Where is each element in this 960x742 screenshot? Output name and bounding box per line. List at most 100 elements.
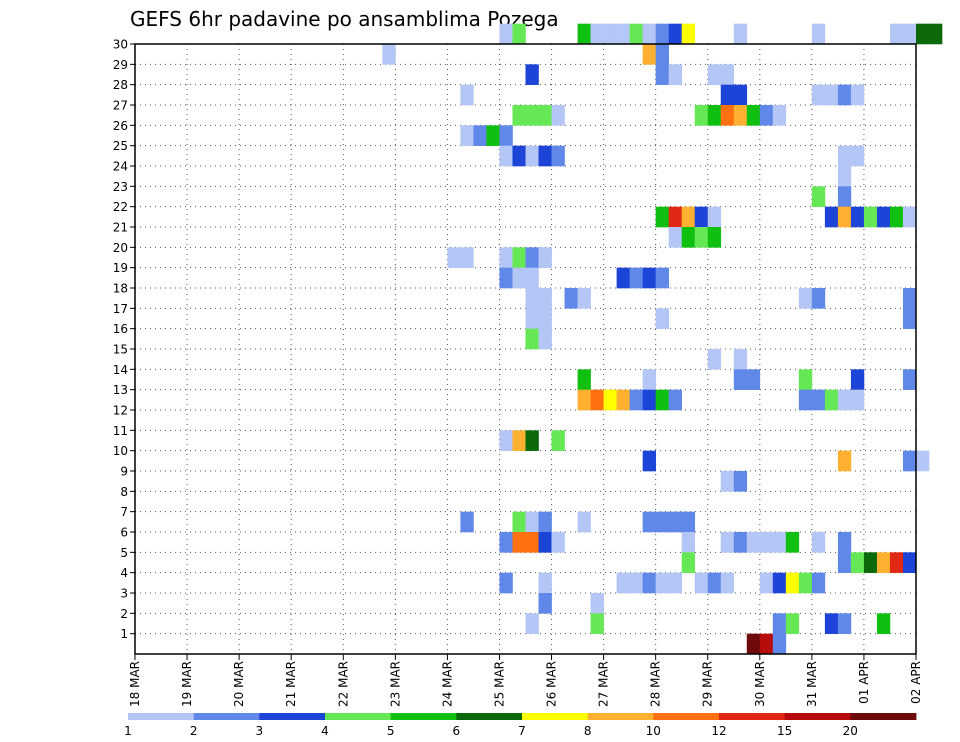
heatmap-cell — [538, 308, 552, 329]
heatmap-cell — [668, 389, 682, 411]
heatmap-cell — [824, 613, 839, 634]
y-tick-label: 29 — [113, 58, 128, 72]
y-tick-label: 19 — [113, 261, 128, 275]
heatmap-cell — [655, 44, 669, 65]
heatmap-cell — [512, 145, 526, 167]
heatmap-cell — [642, 450, 656, 472]
heatmap-cell — [538, 105, 552, 126]
x-tick-label: 20 MAR — [232, 661, 246, 707]
heatmap-cell — [616, 23, 630, 45]
heatmap-cell — [642, 369, 656, 390]
heatmap-cell — [916, 450, 930, 472]
heatmap-cell — [538, 145, 552, 167]
heatmap-cell — [499, 23, 513, 45]
heatmap-cell — [772, 532, 787, 553]
legend-label: 8 — [584, 724, 592, 738]
heatmap-cell — [525, 532, 539, 553]
heatmap-cell — [837, 84, 852, 106]
heatmap-cell — [694, 227, 709, 248]
y-tick-label: 5 — [120, 546, 128, 560]
heatmap-cell — [460, 247, 474, 268]
heatmap-cell — [811, 572, 826, 594]
y-tick-label: 16 — [113, 322, 128, 336]
x-tick-label: 18 MAR — [128, 661, 142, 707]
heatmap-cell — [655, 308, 669, 329]
y-tick-label: 18 — [113, 282, 128, 296]
heatmap-cell — [824, 389, 839, 411]
x-axis: 18 MAR 19 MAR 20 MAR 21 MAR 22 MAR 23 MAR 24 M… — [128, 654, 923, 707]
legend-swatch — [259, 713, 326, 720]
heatmap-cell — [837, 389, 852, 411]
y-tick-label: 26 — [113, 119, 128, 133]
heatmap-cell — [811, 84, 826, 106]
heatmap-cell — [902, 552, 917, 573]
heatmap-cell — [785, 572, 800, 594]
legend-label: 2 — [190, 724, 198, 738]
heatmap-cell — [863, 552, 878, 573]
y-tick-label: 10 — [113, 444, 128, 458]
x-tick-label: 21 MAR — [284, 661, 298, 707]
heatmap-cell — [837, 552, 852, 573]
legend-swatch — [587, 713, 654, 720]
heatmap-cell — [694, 105, 709, 126]
heatmap-cell — [499, 532, 513, 553]
heatmap-cell — [837, 206, 852, 228]
y-tick-label: 15 — [113, 343, 128, 357]
heatmap-cell — [642, 267, 656, 289]
y-tick-label: 17 — [113, 302, 128, 316]
heatmap-cell — [577, 288, 591, 309]
heatmap-cell — [577, 23, 591, 45]
heatmap-cell — [759, 633, 774, 655]
heatmap-cell — [655, 572, 669, 594]
heatmap-cell — [824, 206, 839, 228]
heatmap-cell — [798, 389, 813, 411]
heatmap-cell — [746, 105, 761, 126]
heatmap-cell — [850, 389, 865, 411]
heatmap-cell — [668, 572, 682, 594]
heatmap-cell — [850, 552, 865, 573]
heatmap-cell — [590, 593, 604, 614]
heatmap-cell — [577, 389, 591, 411]
heatmap-cell — [538, 572, 552, 594]
legend-swatch — [456, 713, 523, 720]
heatmap-cell — [655, 389, 669, 411]
heatmap-cell — [655, 64, 669, 85]
heatmap-cell — [733, 471, 748, 492]
y-tick-label: 25 — [113, 139, 128, 153]
x-tick-label: 28 MAR — [649, 661, 663, 707]
heatmap-cell — [460, 125, 474, 146]
heatmap-cell — [525, 105, 539, 126]
heatmap-cell — [538, 247, 552, 268]
heatmap-cell — [512, 532, 526, 553]
heatmap-cell — [772, 633, 787, 655]
heatmap-cell — [655, 206, 669, 228]
legend-label: 15 — [777, 724, 792, 738]
heatmap-cell — [811, 288, 826, 309]
heatmap-cell — [785, 532, 800, 553]
heatmap-cell — [525, 145, 539, 167]
heatmap-cell — [811, 186, 826, 207]
heatmap-cell — [499, 125, 513, 146]
heatmap-cell — [499, 145, 513, 167]
heatmap-cell — [512, 105, 526, 126]
heatmap-cell — [785, 613, 800, 634]
heatmap-cell — [590, 389, 604, 411]
heatmap-cell — [590, 613, 604, 634]
legend-swatch — [193, 713, 260, 720]
heatmap-cell — [902, 288, 917, 309]
y-tick-label: 20 — [113, 241, 128, 255]
y-tick-label: 1 — [120, 627, 128, 641]
heatmap-cell — [863, 206, 878, 228]
legend-swatch — [325, 713, 392, 720]
heatmap-cell — [629, 23, 643, 45]
heatmap-cell — [473, 125, 487, 146]
heatmap-cell — [668, 23, 682, 45]
y-tick-label: 28 — [113, 78, 128, 92]
heatmap-cell — [668, 206, 682, 228]
heatmap-cell — [746, 369, 761, 390]
y-tick-label: 6 — [120, 526, 128, 540]
y-tick-label: 30 — [113, 38, 128, 52]
y-tick-label: 13 — [113, 383, 128, 397]
heatmap-cell — [733, 532, 748, 553]
heatmap-cell — [538, 593, 552, 614]
